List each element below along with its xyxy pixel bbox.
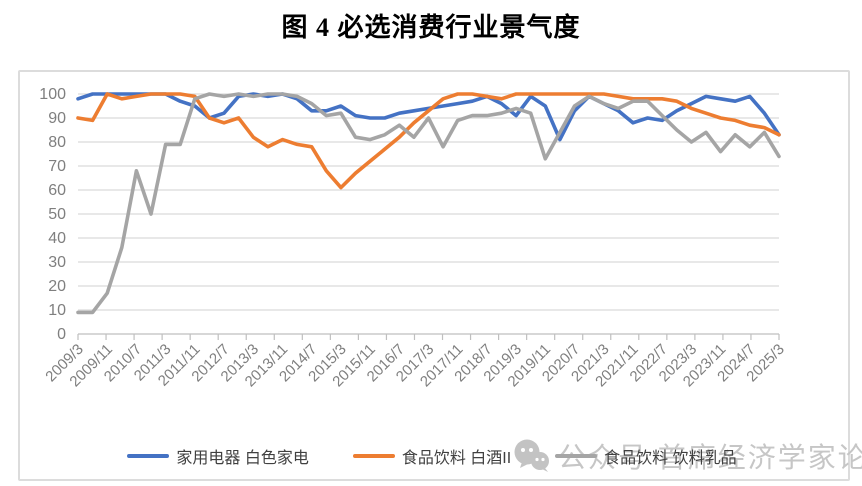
y-tick-label: 30 bbox=[48, 254, 66, 271]
legend-label: 食品饮料 白酒II bbox=[401, 450, 512, 467]
y-tick-label: 70 bbox=[48, 158, 66, 175]
chart-title: 图 4 必选消费行业景气度 bbox=[281, 13, 581, 42]
wechat-icon bbox=[514, 439, 549, 472]
y-tick-label: 0 bbox=[57, 326, 66, 343]
legend-swatch-gray bbox=[555, 454, 598, 458]
watermark: 公众号 首席经济学家论坛 bbox=[512, 436, 862, 476]
y-tick-label: 100 bbox=[39, 86, 66, 103]
y-tick-label: 20 bbox=[48, 278, 66, 295]
legend-item-baijiu: 食品饮料 白酒II bbox=[352, 444, 512, 468]
y-tick-label: 40 bbox=[48, 230, 66, 247]
legend-item-white-goods: 家用电器 白色家电 bbox=[127, 444, 309, 468]
legend-item-dairy-drinks: 食品饮料 饮料乳品 bbox=[555, 444, 737, 468]
watermark-text: 公众号 首席经济学家论坛 bbox=[558, 442, 862, 473]
legend-swatch-blue bbox=[127, 454, 170, 458]
y-tick-label: 90 bbox=[48, 110, 66, 127]
y-tick-label: 60 bbox=[48, 182, 66, 199]
series-line-2 bbox=[76, 92, 781, 315]
series-line-1 bbox=[76, 92, 781, 190]
legend-swatch-orange bbox=[352, 454, 395, 458]
y-tick-label: 80 bbox=[48, 134, 66, 151]
series-line-0 bbox=[76, 92, 781, 142]
chart-legend: 家用电器 白色家电 食品饮料 白酒II 食品饮料 饮料乳品 bbox=[18, 444, 846, 468]
y-tick-label: 10 bbox=[48, 302, 66, 319]
y-tick-label: 50 bbox=[48, 206, 66, 223]
legend-label: 家用电器 白色家电 bbox=[176, 450, 309, 467]
legend-label: 食品饮料 饮料乳品 bbox=[604, 450, 737, 467]
